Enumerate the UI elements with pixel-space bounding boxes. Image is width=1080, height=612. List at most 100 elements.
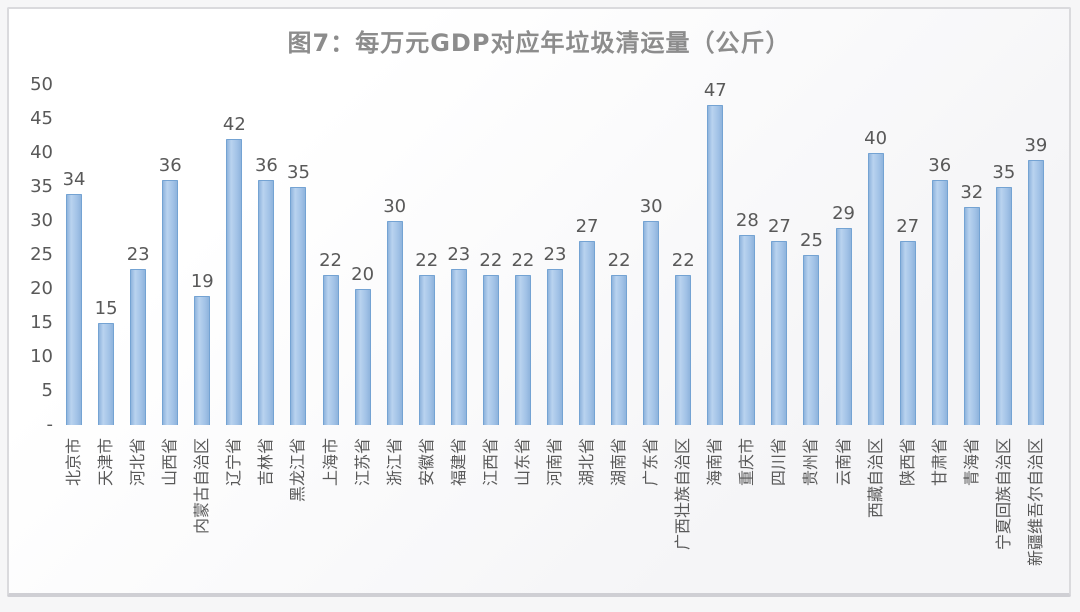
bar-column: 15 [90, 85, 122, 425]
x-tick: 江西省 [475, 429, 507, 597]
bar-column: 27 [571, 85, 603, 425]
x-tick-label: 广西壮族自治区 [673, 438, 693, 551]
bar-value-label: 39 [1024, 134, 1048, 156]
bar-value-label: 20 [351, 264, 375, 285]
bar-value-label: 22 [607, 250, 631, 272]
x-tick: 广西壮族自治区 [667, 429, 699, 597]
bar-value-label: 40 [864, 128, 888, 149]
bar-column: 30 [379, 85, 411, 425]
x-tick: 辽宁省 [218, 429, 250, 597]
x-tick: 安徽省 [411, 429, 443, 597]
x-tick: 黑龙江省 [282, 429, 314, 597]
x-tick-label: 安徽省 [416, 438, 436, 487]
bar [258, 180, 275, 425]
bar [482, 275, 499, 425]
bar-value-label: 36 [928, 155, 952, 177]
bar [579, 241, 596, 425]
bar [418, 275, 435, 425]
x-tick-label: 江西省 [480, 438, 500, 487]
bar-value-label: 22 [479, 250, 503, 272]
bar-column: 22 [603, 85, 635, 425]
bar [931, 180, 948, 425]
bar-column: 22 [507, 85, 539, 425]
bar-value-label: 47 [703, 80, 727, 102]
bar [963, 207, 980, 425]
bar [899, 241, 916, 425]
bar-column: 39 [1020, 85, 1052, 425]
x-tick: 浙江省 [379, 429, 411, 597]
x-tick-label: 青海省 [961, 438, 981, 487]
bar-column: 19 [186, 85, 218, 425]
bar [98, 323, 115, 425]
plot-area: 34 15 23 36 19 42 36 35 22 20 30 22 23 2… [58, 81, 1052, 425]
bar-value-label: 22 [511, 250, 535, 272]
bar-column: 22 [475, 85, 507, 425]
bar-value-label: 22 [319, 250, 342, 272]
x-tick-label: 江苏省 [352, 438, 372, 487]
x-tick: 海南省 [699, 429, 731, 597]
bar [194, 295, 211, 425]
x-tick-label: 新疆维吾尔自治区 [1025, 438, 1045, 567]
bar-value-label: 29 [832, 202, 855, 224]
bar-value-label: 19 [190, 270, 214, 292]
bar [707, 105, 724, 425]
x-tick: 宁夏回族自治区 [988, 429, 1020, 597]
bar [995, 187, 1012, 425]
bar [771, 241, 788, 425]
bar-value-label: 35 [287, 162, 310, 183]
x-tick-label: 广东省 [641, 438, 661, 487]
bar [611, 275, 628, 425]
y-tick-label: 50 [30, 74, 53, 95]
y-tick-label: 40 [30, 142, 53, 163]
bar [643, 221, 660, 425]
x-tick: 西藏自治区 [860, 429, 892, 597]
bar-value-label: 28 [735, 209, 759, 231]
bar-value-label: 23 [447, 243, 471, 265]
bar-column: 23 [443, 85, 475, 425]
bar-value-label: 23 [543, 243, 567, 265]
bar [130, 268, 147, 425]
x-tick: 青海省 [956, 429, 988, 597]
bar-column: 25 [795, 85, 827, 425]
x-tick: 湖南省 [603, 429, 635, 597]
bar-value-label: 30 [383, 196, 407, 217]
x-tick-label: 山西省 [160, 438, 180, 487]
bar-value-label: 23 [126, 243, 150, 265]
x-tick-label: 山东省 [512, 438, 532, 487]
bar-value-label: 22 [415, 250, 439, 272]
x-tick: 山东省 [507, 429, 539, 597]
bar-column: 22 [411, 85, 443, 425]
x-tick: 北京市 [58, 429, 90, 597]
bar-column: 20 [347, 85, 379, 425]
chart-card: 图7：每万元GDP对应年垃圾清运量（公斤） 50 45 40 35 30 25 20 15 10… [7, 7, 1071, 597]
x-tick-label: 黑龙江省 [288, 438, 308, 503]
y-tick-label: 10 [30, 346, 53, 367]
x-tick: 陕西省 [892, 429, 924, 597]
bar-column: 22 [667, 85, 699, 425]
x-tick-label: 宁夏回族自治区 [993, 438, 1013, 551]
bar-value-label: 32 [960, 182, 984, 204]
bar [514, 275, 531, 425]
x-tick: 云南省 [828, 429, 860, 597]
bar-column: 29 [828, 85, 860, 425]
x-tick-label: 湖南省 [609, 438, 629, 487]
x-tick-label: 河北省 [128, 438, 148, 487]
x-tick-label: 甘肃省 [929, 438, 949, 487]
bar-column: 27 [763, 85, 795, 425]
bar-column: 30 [635, 85, 667, 425]
x-tick: 新疆维吾尔自治区 [1020, 429, 1052, 597]
x-tick: 天津市 [90, 429, 122, 597]
bar-column: 23 [122, 85, 154, 425]
bar-column: 36 [154, 85, 186, 425]
bar-value-label: 22 [671, 250, 695, 272]
y-tick-label: 30 [30, 210, 53, 231]
y-tick-label: 5 [41, 380, 53, 401]
bar-column: 47 [699, 81, 731, 425]
y-tick-label: 45 [30, 108, 53, 129]
x-tick-label: 辽宁省 [224, 438, 244, 487]
x-tick: 河南省 [539, 429, 571, 597]
bar-column: 22 [315, 85, 347, 425]
bar [739, 234, 756, 425]
x-tick: 江苏省 [347, 429, 379, 597]
bar [835, 227, 852, 425]
